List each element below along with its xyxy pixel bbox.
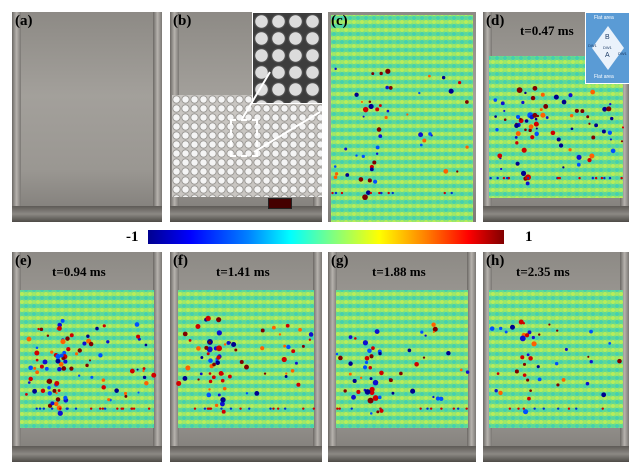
- frame-base: [328, 446, 476, 462]
- frame-right: [620, 12, 629, 222]
- colorbar-max-label: 1: [525, 229, 533, 245]
- frame-left: [483, 252, 492, 462]
- schematic-inset: Flat area B DW1 A DW1 DW1 Flat area: [585, 12, 629, 84]
- frame-base: [170, 206, 322, 222]
- time-label: t=0.94 ms: [52, 264, 106, 279]
- frame-base: [170, 446, 322, 462]
- inset-center-label: DW1: [603, 45, 612, 50]
- panel-e: (e) t=0.94 ms: [12, 252, 162, 462]
- frame-right: [467, 252, 476, 462]
- time-label: t=1.88 ms: [372, 264, 426, 279]
- panel-label: (c): [331, 13, 348, 29]
- frame-base: [12, 206, 162, 222]
- frame-right: [153, 252, 162, 462]
- panel-label: (g): [331, 253, 349, 269]
- panel-d: (d) t=0.47 ms Flat area B DW1 A DW1 DW1 …: [483, 12, 629, 222]
- frame-base: [483, 206, 629, 222]
- inset-top-label: Flat area: [594, 15, 614, 21]
- panel-c: (c): [328, 12, 476, 222]
- plate-photo: [12, 12, 162, 222]
- inset-a-label: A: [605, 52, 610, 59]
- frame-base: [12, 446, 162, 462]
- panel-f: (f) t=1.41 ms: [170, 252, 322, 462]
- panel-a: (a): [12, 12, 162, 222]
- frame-right: [620, 252, 629, 462]
- panel-b: (b): [170, 12, 322, 222]
- selection-box: [230, 119, 258, 157]
- frame-left: [12, 252, 21, 462]
- frame-right: [153, 12, 162, 222]
- panel-h: (h) t=2.35 ms: [483, 252, 629, 462]
- frame-left: [328, 252, 337, 462]
- panel-label: (e): [15, 253, 32, 269]
- zoom-inset: [252, 12, 322, 104]
- frame-left: [170, 252, 179, 462]
- wavefield-c: [331, 15, 473, 222]
- panel-label: (f): [173, 253, 188, 269]
- zoom-arrows: [241, 71, 321, 153]
- wavefield-g: [335, 290, 470, 428]
- inset-dw-right-label: DW1: [618, 51, 627, 56]
- panel-g: (g) t=1.88 ms: [328, 252, 476, 462]
- frame-right: [313, 252, 322, 462]
- time-label: t=1.41 ms: [216, 264, 270, 279]
- inset-dw-left-label: DW1: [588, 43, 597, 48]
- inset-bottom-label: Flat area: [594, 74, 614, 80]
- frame-left: [12, 12, 21, 222]
- panel-label: (b): [173, 13, 192, 29]
- wavefield-f: [176, 290, 316, 428]
- panel-label: (a): [15, 13, 33, 29]
- time-label: t=0.47 ms: [520, 23, 574, 38]
- wavefield-h: [489, 290, 623, 428]
- inset-b-label: B: [605, 34, 610, 41]
- time-label: t=2.35 ms: [516, 264, 570, 279]
- colorbar-min-label: -1: [126, 229, 139, 245]
- wavefield-e: [20, 290, 157, 428]
- frame-base: [483, 446, 629, 462]
- panel-label: (h): [486, 253, 505, 269]
- colorbar: [148, 230, 504, 244]
- device-display: [268, 198, 292, 209]
- panel-label: (d): [486, 13, 505, 29]
- frame-left: [483, 12, 492, 222]
